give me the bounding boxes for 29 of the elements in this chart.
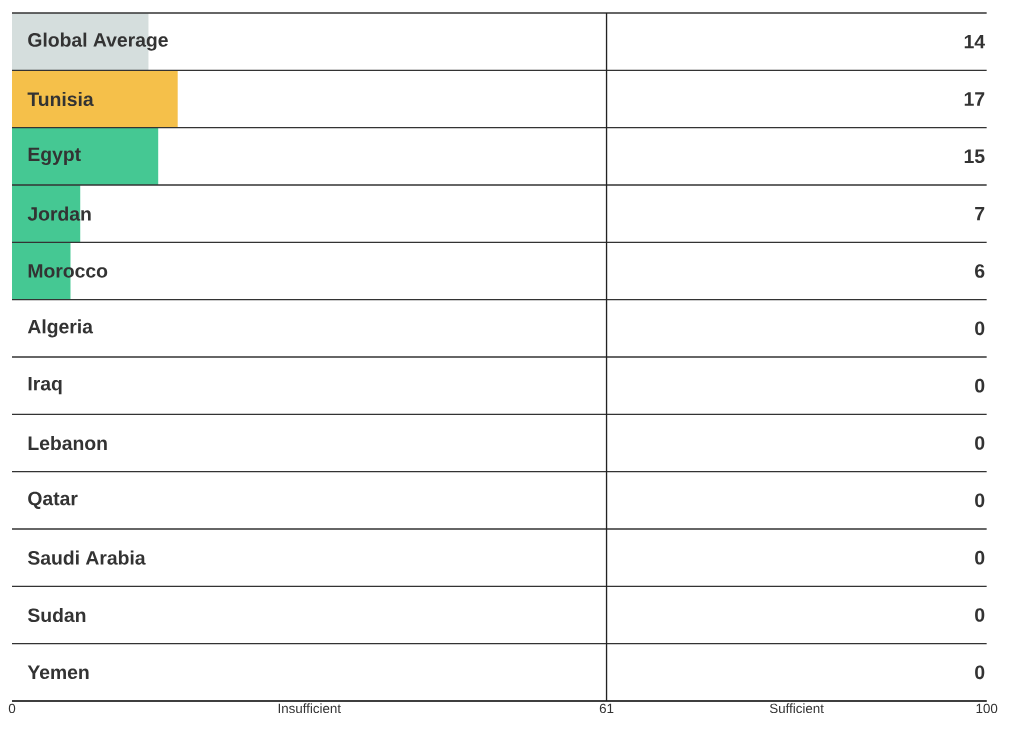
data-label: 6	[975, 264, 985, 278]
x-tick-label: 0	[8, 703, 16, 714]
data-label: 14	[964, 35, 985, 49]
y-tick-label: Algeria	[27, 319, 94, 338]
data-label: 0	[975, 665, 985, 680]
y-tick-label: Egypt	[28, 147, 81, 166]
x-tick-label: 100	[976, 703, 998, 714]
bar	[12, 70, 178, 128]
y-tick-label: Yemen	[27, 665, 89, 680]
data-label: 0	[975, 321, 985, 336]
y-tick-label: Global Average	[28, 32, 168, 51]
bar	[12, 127, 159, 185]
data-label: 0	[975, 608, 985, 622]
y-tick-label: Tunisia	[27, 91, 94, 107]
y-tick-label: Iraq	[28, 377, 62, 395]
text: Insufficient	[278, 703, 341, 714]
data-label: 7	[975, 207, 985, 221]
data-label: 0	[975, 493, 985, 508]
y-tick-label: Lebanon	[28, 435, 107, 451]
text: Sufficient	[769, 703, 824, 714]
data-label: 0	[975, 436, 985, 450]
x-tick-label: 61	[599, 703, 614, 714]
data-label: 0	[975, 378, 985, 393]
y-tick-label: Saudi Arabia	[27, 550, 146, 565]
y-tick-label: Qatar	[28, 491, 78, 509]
y-tick-label: Sudan	[27, 607, 86, 623]
data-label: 0	[975, 550, 985, 565]
data-label: 17	[964, 92, 985, 106]
data-label: 15	[964, 149, 985, 164]
